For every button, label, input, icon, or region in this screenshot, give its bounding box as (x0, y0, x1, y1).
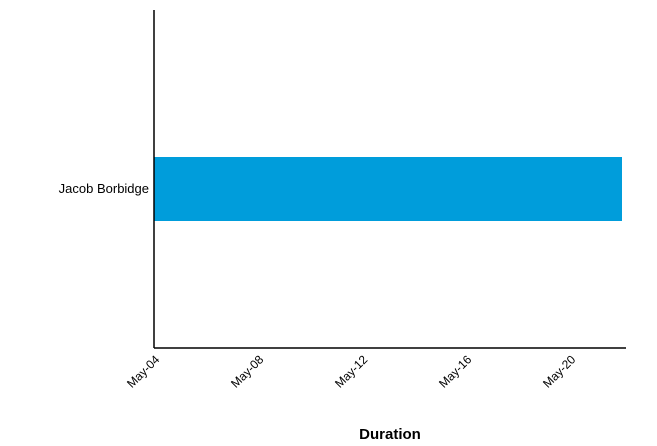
x-tick-label: May-12 (332, 352, 370, 390)
x-tick-label: May-04 (124, 352, 162, 390)
bars-layer (154, 157, 622, 221)
bar-jacob-borbidge (154, 157, 622, 221)
category-label: Jacob Borbidge (59, 181, 149, 196)
category-labels: Jacob Borbidge (59, 181, 149, 196)
x-axis-title: Duration (359, 426, 421, 443)
x-tick-label: May-20 (540, 352, 578, 390)
x-tick-labels: May-04 May-08 May-12 May-16 May-20 (124, 352, 578, 390)
x-tick-label: May-16 (436, 352, 474, 390)
x-tick-label: May-08 (228, 352, 266, 390)
